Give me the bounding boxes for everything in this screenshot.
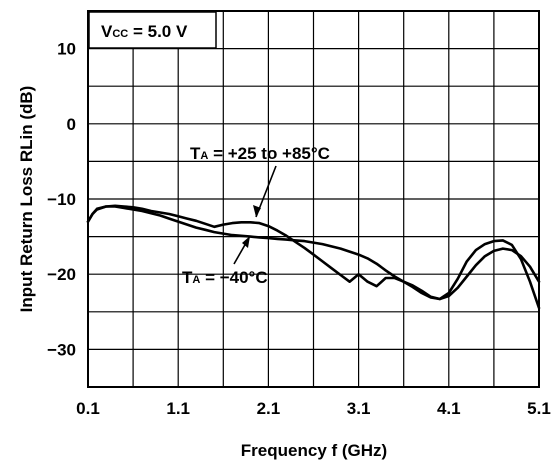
y-tick-labels: 10 0 −10 −20 −30: [47, 40, 76, 360]
x-tick-label: 2.1: [257, 399, 281, 418]
x-tick-labels: 0.1 1.1 2.1 3.1 4.1 5.1: [76, 399, 551, 418]
annotation-cold: TA = −40°C: [182, 268, 268, 287]
y-tick-label: −10: [47, 190, 76, 209]
condition-label: VCC = 5.0 V: [101, 22, 188, 41]
y-tick-label: −20: [47, 265, 76, 284]
y-axis-title: Input Return Loss RLin (dB): [17, 86, 36, 313]
x-tick-label: 1.1: [166, 399, 190, 418]
y-tick-label: 10: [57, 40, 76, 59]
x-tick-label: 3.1: [347, 399, 371, 418]
series-line-1: [86, 204, 541, 310]
condition-box: [88, 11, 217, 49]
annotation-hot: TA = +25 to +85°C: [190, 144, 330, 163]
x-tick-label: 5.1: [527, 399, 551, 418]
series-line-2: [86, 205, 541, 301]
grid-lines: [87, 10, 540, 388]
leader-arrow-cold: [242, 236, 250, 248]
x-tick-label: 4.1: [437, 399, 461, 418]
x-axis-title: Frequency f (GHz): [241, 441, 387, 460]
y-tick-label: 0: [67, 115, 76, 134]
plot-frame: [87, 10, 540, 388]
y-tick-label: −30: [47, 340, 76, 359]
data-curves: [86, 204, 541, 310]
x-tick-label: 0.1: [76, 399, 100, 418]
leader-arrow-hot: [253, 205, 261, 217]
